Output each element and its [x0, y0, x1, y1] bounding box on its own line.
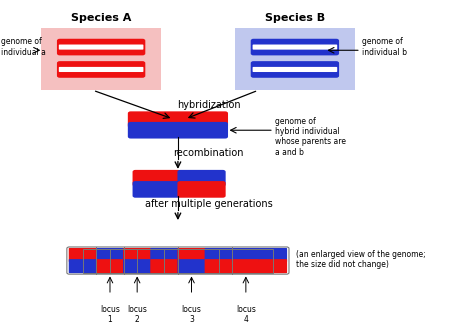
FancyBboxPatch shape: [177, 181, 226, 198]
FancyBboxPatch shape: [177, 248, 206, 262]
Text: (an enlarged view of the genome;
the size did not change): (an enlarged view of the genome; the siz…: [296, 250, 426, 270]
FancyBboxPatch shape: [259, 248, 287, 262]
Text: locus
2: locus 2: [127, 304, 147, 324]
FancyBboxPatch shape: [123, 248, 151, 262]
FancyBboxPatch shape: [96, 259, 124, 273]
Text: Species B: Species B: [265, 13, 325, 23]
FancyBboxPatch shape: [251, 61, 339, 78]
FancyBboxPatch shape: [133, 181, 181, 198]
FancyBboxPatch shape: [232, 248, 260, 262]
Bar: [219, 249, 273, 273]
FancyBboxPatch shape: [59, 45, 144, 50]
FancyBboxPatch shape: [123, 259, 151, 273]
FancyBboxPatch shape: [232, 259, 260, 273]
FancyBboxPatch shape: [259, 259, 287, 273]
Text: locus
3: locus 3: [182, 304, 201, 324]
Bar: [164, 249, 219, 273]
FancyBboxPatch shape: [177, 170, 226, 187]
FancyBboxPatch shape: [150, 259, 178, 273]
FancyBboxPatch shape: [205, 248, 233, 262]
Bar: [83, 249, 137, 273]
Text: after multiple generations: after multiple generations: [145, 199, 273, 209]
Text: genome of
individual b: genome of individual b: [362, 37, 407, 57]
FancyBboxPatch shape: [69, 248, 97, 262]
Bar: [41, 28, 161, 90]
Bar: [110, 249, 164, 273]
FancyBboxPatch shape: [253, 45, 337, 50]
FancyBboxPatch shape: [59, 67, 144, 72]
FancyBboxPatch shape: [150, 248, 178, 262]
Text: recombination: recombination: [173, 148, 244, 158]
FancyBboxPatch shape: [57, 61, 146, 78]
Bar: [235, 28, 355, 90]
FancyBboxPatch shape: [96, 248, 124, 262]
FancyBboxPatch shape: [128, 112, 228, 128]
FancyBboxPatch shape: [57, 39, 146, 55]
Text: locus
1: locus 1: [100, 304, 120, 324]
FancyBboxPatch shape: [205, 259, 233, 273]
Text: Species A: Species A: [71, 13, 131, 23]
FancyBboxPatch shape: [253, 67, 337, 72]
FancyBboxPatch shape: [133, 170, 181, 187]
FancyBboxPatch shape: [251, 39, 339, 55]
Text: hybridization: hybridization: [177, 100, 240, 110]
FancyBboxPatch shape: [128, 122, 228, 138]
Text: locus
4: locus 4: [236, 304, 256, 324]
Text: genome of
individual a: genome of individual a: [0, 37, 46, 57]
Text: genome of
hybrid individual
whose parents are
a and b: genome of hybrid individual whose parent…: [275, 116, 346, 157]
FancyBboxPatch shape: [69, 259, 97, 273]
FancyBboxPatch shape: [177, 259, 206, 273]
